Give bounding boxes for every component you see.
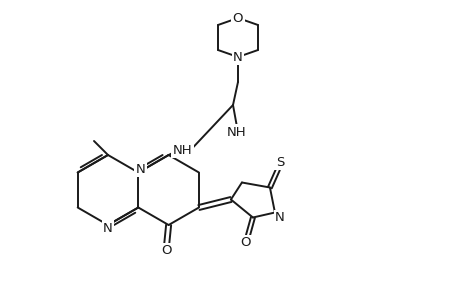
Text: N: N — [233, 50, 242, 64]
Text: O: O — [232, 11, 243, 25]
Text: O: O — [161, 244, 172, 257]
Text: N: N — [274, 211, 284, 224]
Text: N: N — [135, 163, 145, 176]
Text: NH: NH — [227, 125, 246, 139]
Text: O: O — [240, 236, 251, 249]
Text: S: S — [275, 156, 284, 169]
Text: N: N — [103, 221, 112, 235]
Text: NH: NH — [173, 143, 192, 157]
